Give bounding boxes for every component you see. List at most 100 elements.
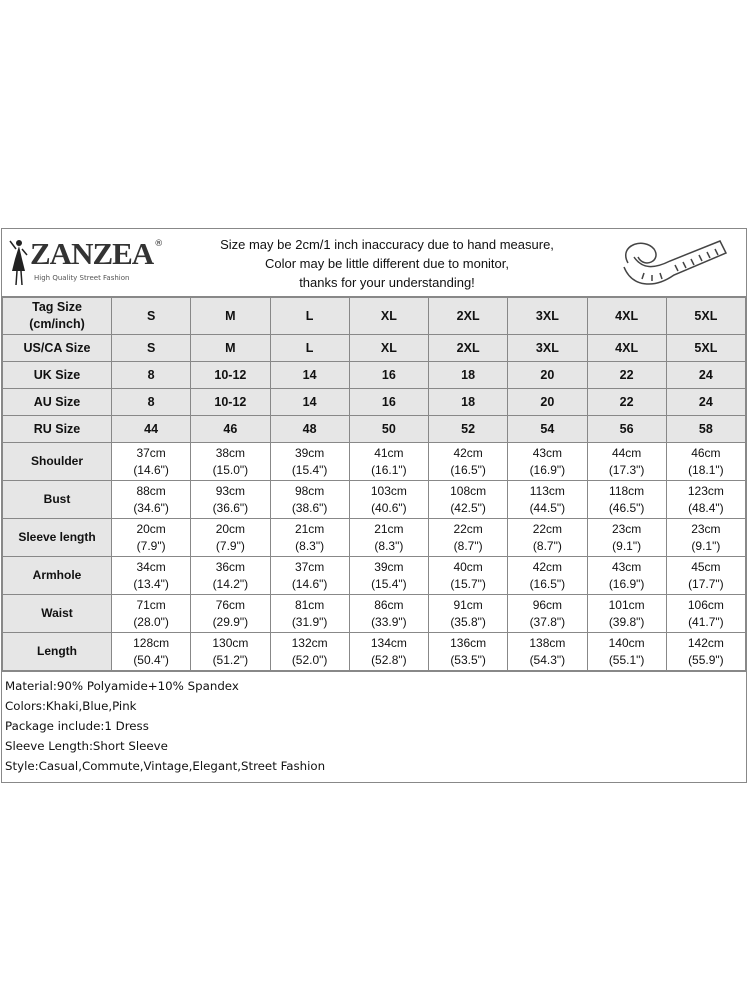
inch-value: (16.1") bbox=[371, 462, 407, 477]
size-cell: 3XL bbox=[507, 297, 588, 335]
cm-value: 36cm bbox=[215, 559, 246, 574]
measurement-cell: 106cm (41.7") bbox=[665, 594, 747, 633]
cm-value: 23cm bbox=[611, 521, 642, 536]
brand-logo: ZANZEA® High Quality Street Fashion bbox=[8, 237, 168, 289]
inch-value: (46.5") bbox=[608, 500, 645, 515]
measurement-cell: 88cm (34.6") bbox=[110, 480, 192, 519]
cm-value: 81cm bbox=[294, 597, 325, 612]
inch-value: (28.0") bbox=[133, 614, 169, 629]
measurement-cell: 36cm (14.2") bbox=[190, 556, 271, 595]
cm-value: 42cm bbox=[453, 445, 483, 460]
measurement-cell: 43cm (16.9") bbox=[586, 556, 667, 595]
measurement-row: Bust 88cm (34.6") 93cm (36.6") 98cm (38.6") 103… bbox=[2, 480, 747, 519]
cm-value: 118cm bbox=[609, 483, 645, 498]
measurement-cell: 23cm (9.1") bbox=[665, 518, 747, 557]
inch-value: (14.2") bbox=[212, 576, 249, 591]
measurement-cell: 39cm (15.4") bbox=[348, 556, 430, 595]
size-cell: 5XL bbox=[665, 334, 747, 362]
cm-value: 20cm bbox=[215, 521, 246, 536]
cm-value: 96cm bbox=[532, 597, 563, 612]
inch-value: (52.8") bbox=[371, 652, 407, 667]
size-cell: 58 bbox=[665, 415, 747, 443]
measurement-row: Shoulder 37cm (14.6") 38cm (15.0") 39cm (15.4"… bbox=[2, 442, 747, 481]
measurement-cell: 123cm (48.4") bbox=[665, 480, 747, 519]
inch-value: (18.1") bbox=[688, 462, 724, 477]
size-cell: S bbox=[110, 297, 192, 335]
inch-value: (8.7") bbox=[453, 538, 483, 553]
measurement-cell: 113cm (44.5") bbox=[507, 480, 588, 519]
size-row: UK Size 8 10-12 14 16 18 20 22 24 bbox=[2, 361, 747, 389]
inch-value: (13.4") bbox=[133, 576, 169, 591]
cm-value: 44cm bbox=[611, 445, 642, 460]
measurement-cell: 34cm (13.4") bbox=[110, 556, 192, 595]
inch-value: (31.9") bbox=[291, 614, 328, 629]
cm-value: 91cm bbox=[453, 597, 483, 612]
cm-value: 103cm bbox=[370, 483, 407, 498]
measurement-cell: 21cm (8.3") bbox=[348, 518, 430, 557]
row-label: RU Size bbox=[2, 415, 112, 443]
measurement-cell: 101cm (39.8") bbox=[586, 594, 667, 633]
cm-value: 142cm bbox=[687, 635, 724, 650]
inch-value: (54.3") bbox=[529, 652, 566, 667]
row-label: UK Size bbox=[2, 361, 112, 389]
cm-value: 43cm bbox=[611, 559, 642, 574]
size-row: AU Size 8 10-12 14 16 18 20 22 24 bbox=[2, 388, 747, 416]
row-label: Tag Size (cm/inch) bbox=[2, 297, 112, 335]
size-cell: 2XL bbox=[427, 297, 509, 335]
size-cell: 56 bbox=[586, 415, 667, 443]
measurement-cell: 138cm (54.3") bbox=[507, 632, 588, 671]
inch-value: (34.6") bbox=[133, 500, 169, 515]
size-cell: 18 bbox=[427, 388, 509, 416]
measurement-cell: 134cm (52.8") bbox=[348, 632, 430, 671]
inch-value: (8.3") bbox=[374, 538, 404, 553]
measurement-cell: 118cm (46.5") bbox=[586, 480, 667, 519]
measuring-tape-icon bbox=[623, 240, 728, 285]
product-info: Material:90% Polyamide+10% Spandex Color… bbox=[2, 671, 746, 782]
size-cell: M bbox=[190, 297, 271, 335]
row-label-line: UK Size bbox=[33, 367, 81, 382]
brand-name: ZANZEA bbox=[30, 236, 154, 271]
row-label: AU Size bbox=[2, 388, 112, 416]
measurement-cell: 91cm (35.8") bbox=[427, 594, 509, 633]
measurement-cell: 42cm (16.5") bbox=[427, 442, 509, 481]
info-material: Material:90% Polyamide+10% Spandex bbox=[5, 679, 239, 693]
cm-value: 98cm bbox=[294, 483, 325, 498]
cm-value: 138cm bbox=[529, 635, 566, 650]
measurement-cell: 98cm (38.6") bbox=[269, 480, 350, 519]
size-cell: 18 bbox=[427, 361, 509, 389]
cm-value: 43cm bbox=[532, 445, 563, 460]
size-row: US/CA Size S M L XL 2XL 3XL 4XL 5XL bbox=[2, 334, 747, 362]
measurement-cell: 23cm (9.1") bbox=[586, 518, 667, 557]
info-package: Package include:1 Dress bbox=[5, 719, 149, 733]
inch-value: (17.7") bbox=[688, 576, 724, 591]
row-label: Length bbox=[2, 632, 112, 671]
inch-value: (33.9") bbox=[371, 614, 407, 629]
cm-value: 101cm bbox=[608, 597, 645, 612]
row-label-line: Tag Size bbox=[32, 300, 82, 314]
size-cell: 14 bbox=[269, 361, 350, 389]
size-cell: 48 bbox=[269, 415, 350, 443]
cm-value: 21cm bbox=[294, 521, 325, 536]
inch-value: (40.6") bbox=[371, 500, 407, 515]
cm-value: 76cm bbox=[215, 597, 246, 612]
chart-header: ZANZEA® High Quality Street Fashion Size… bbox=[2, 229, 746, 297]
size-cell: 8 bbox=[110, 361, 192, 389]
size-cell: 24 bbox=[665, 388, 747, 416]
info-sleeve: Sleeve Length:Short Sleeve bbox=[5, 739, 168, 753]
size-cell: 20 bbox=[507, 361, 588, 389]
measurement-cell: 81cm (31.9") bbox=[269, 594, 350, 633]
size-cell: 8 bbox=[110, 388, 192, 416]
measurement-row: Sleeve length 20cm (7.9") 20cm (7.9") 21cm (8.… bbox=[2, 518, 747, 557]
inch-value: (7.9") bbox=[215, 538, 245, 553]
measurement-cell: 20cm (7.9") bbox=[190, 518, 271, 557]
inch-value: (8.7") bbox=[532, 538, 562, 553]
inch-value: (42.5") bbox=[450, 500, 486, 515]
measurement-cell: 142cm (55.9") bbox=[665, 632, 747, 671]
cm-value: 39cm bbox=[374, 559, 404, 574]
size-cell: XL bbox=[348, 334, 430, 362]
inch-value: (37.8") bbox=[529, 614, 566, 629]
measurement-cell: 130cm (51.2") bbox=[190, 632, 271, 671]
cm-value: 39cm bbox=[294, 445, 325, 460]
cm-value: 40cm bbox=[453, 559, 483, 574]
inch-value: (55.1") bbox=[608, 652, 645, 667]
